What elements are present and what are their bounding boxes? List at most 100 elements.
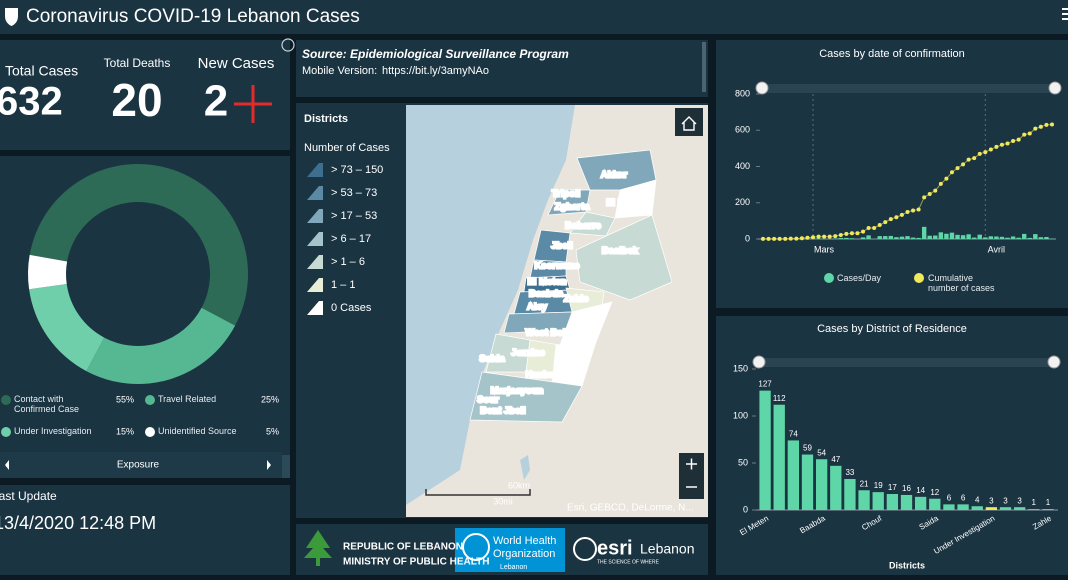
- point: [1022, 132, 1027, 137]
- who-logo: [455, 528, 565, 572]
- ministry-line: MINISTRY OF PUBLIC HEALTH: [343, 557, 489, 568]
- legend-swatch: [307, 301, 323, 315]
- legend-label: Under Investigation: [14, 426, 92, 436]
- bar: [866, 235, 871, 239]
- slider-handle[interactable]: [1048, 81, 1062, 95]
- y-tick-label: 0: [743, 504, 748, 514]
- mobile-link[interactable]: https://bit.ly/3amyNAo: [382, 65, 489, 77]
- legend-label: Contact with Confirmed Case: [14, 394, 80, 415]
- district-label: El Meten: [527, 277, 566, 288]
- legend-swatch: [145, 395, 155, 405]
- bar: [838, 237, 844, 239]
- point: [933, 188, 938, 193]
- prev-arrow[interactable]: [5, 460, 9, 470]
- bar: [994, 236, 999, 239]
- point: [833, 234, 838, 239]
- legend-label: > 6 – 17: [331, 233, 371, 245]
- point: [983, 150, 988, 155]
- who-line: Organization: [493, 548, 555, 560]
- legend-value: 15%: [116, 426, 134, 436]
- legend-label: 1 – 1: [331, 279, 355, 291]
- bar: [759, 390, 771, 510]
- value-label: 33: [845, 468, 854, 477]
- legend-value: 55%: [116, 394, 134, 404]
- range-slider[interactable]: [760, 84, 1056, 93]
- bar: [1027, 237, 1032, 239]
- chart-title: Cases by date of confirmation: [819, 48, 965, 60]
- bar: [914, 496, 927, 510]
- ministry-logo: [304, 530, 332, 566]
- district-label: Tripoli: [552, 189, 581, 200]
- legend-label: 0 Cases: [331, 302, 372, 314]
- legend-value: 25%: [261, 394, 279, 404]
- chart-panel: [716, 40, 1068, 308]
- point: [938, 181, 943, 186]
- point: [1038, 124, 1043, 129]
- bar: [830, 465, 842, 510]
- app-icon: [5, 8, 18, 26]
- legend-label: Cumulative number of cases: [928, 273, 995, 294]
- menu-icon[interactable]: [1062, 8, 1068, 20]
- bar: [773, 404, 785, 510]
- district-label: Kesrwane: [535, 261, 580, 272]
- bar: [933, 235, 938, 239]
- legend-label: > 1 – 6: [331, 256, 365, 268]
- value-label: 54: [817, 448, 826, 457]
- stats-panel: [0, 40, 290, 150]
- map[interactable]: [406, 105, 708, 517]
- range-slider[interactable]: [757, 358, 1056, 367]
- ministry-line: REPUBLIC OF LEBANON: [343, 542, 463, 553]
- point: [761, 236, 765, 241]
- point: [888, 217, 893, 222]
- next-arrow[interactable]: [267, 460, 271, 470]
- home-icon: [681, 116, 697, 131]
- donut-segment: [86, 307, 236, 385]
- value-label: 3: [1017, 496, 1022, 505]
- scale-label: 30mi: [493, 496, 513, 506]
- point: [877, 223, 882, 228]
- bar: [787, 440, 800, 510]
- bar: [971, 237, 977, 239]
- bar: [883, 236, 888, 239]
- value-label: 3: [1003, 496, 1008, 505]
- district-label: Bent Jbeil: [480, 406, 525, 417]
- bar: [801, 454, 814, 510]
- exposure-nav: [0, 452, 282, 478]
- who-line: Lebanon: [500, 564, 527, 571]
- who-line: World Health: [493, 535, 556, 547]
- scrollbar[interactable]: [702, 42, 706, 92]
- district-label: Akkar: [601, 170, 628, 181]
- bar: [877, 236, 882, 239]
- district-label: Bcharre: [565, 221, 601, 232]
- value-label: 59: [803, 444, 812, 453]
- point: [894, 215, 899, 220]
- legend-subtitle: Number of Cases: [304, 142, 390, 154]
- point: [861, 229, 866, 234]
- bar: [860, 237, 866, 239]
- donut-segment: [27, 254, 68, 290]
- zoom-in[interactable]: [686, 458, 697, 470]
- slider-handle[interactable]: [1047, 355, 1061, 369]
- point: [811, 235, 816, 240]
- scale-bar: [425, 489, 531, 496]
- value-label: 112: [773, 394, 786, 403]
- legend-label: Cases/Day: [837, 273, 882, 283]
- value-label: 74: [789, 430, 798, 439]
- district: [575, 214, 673, 301]
- bar: [938, 232, 944, 239]
- bar: [1022, 233, 1027, 239]
- y-tick-label: 400: [735, 161, 750, 171]
- home-button[interactable]: [675, 108, 703, 136]
- slider-handle[interactable]: [752, 355, 766, 369]
- district-label: Jezzine: [511, 348, 545, 359]
- point: [838, 233, 843, 238]
- point: [772, 236, 777, 241]
- expand-icon[interactable]: [281, 38, 295, 52]
- point: [1005, 141, 1010, 146]
- value-label: 6: [961, 493, 966, 502]
- point: [849, 231, 854, 236]
- point: [822, 234, 827, 239]
- slider-handle[interactable]: [755, 81, 769, 95]
- district-label: Baabda: [529, 289, 564, 300]
- point: [827, 234, 832, 239]
